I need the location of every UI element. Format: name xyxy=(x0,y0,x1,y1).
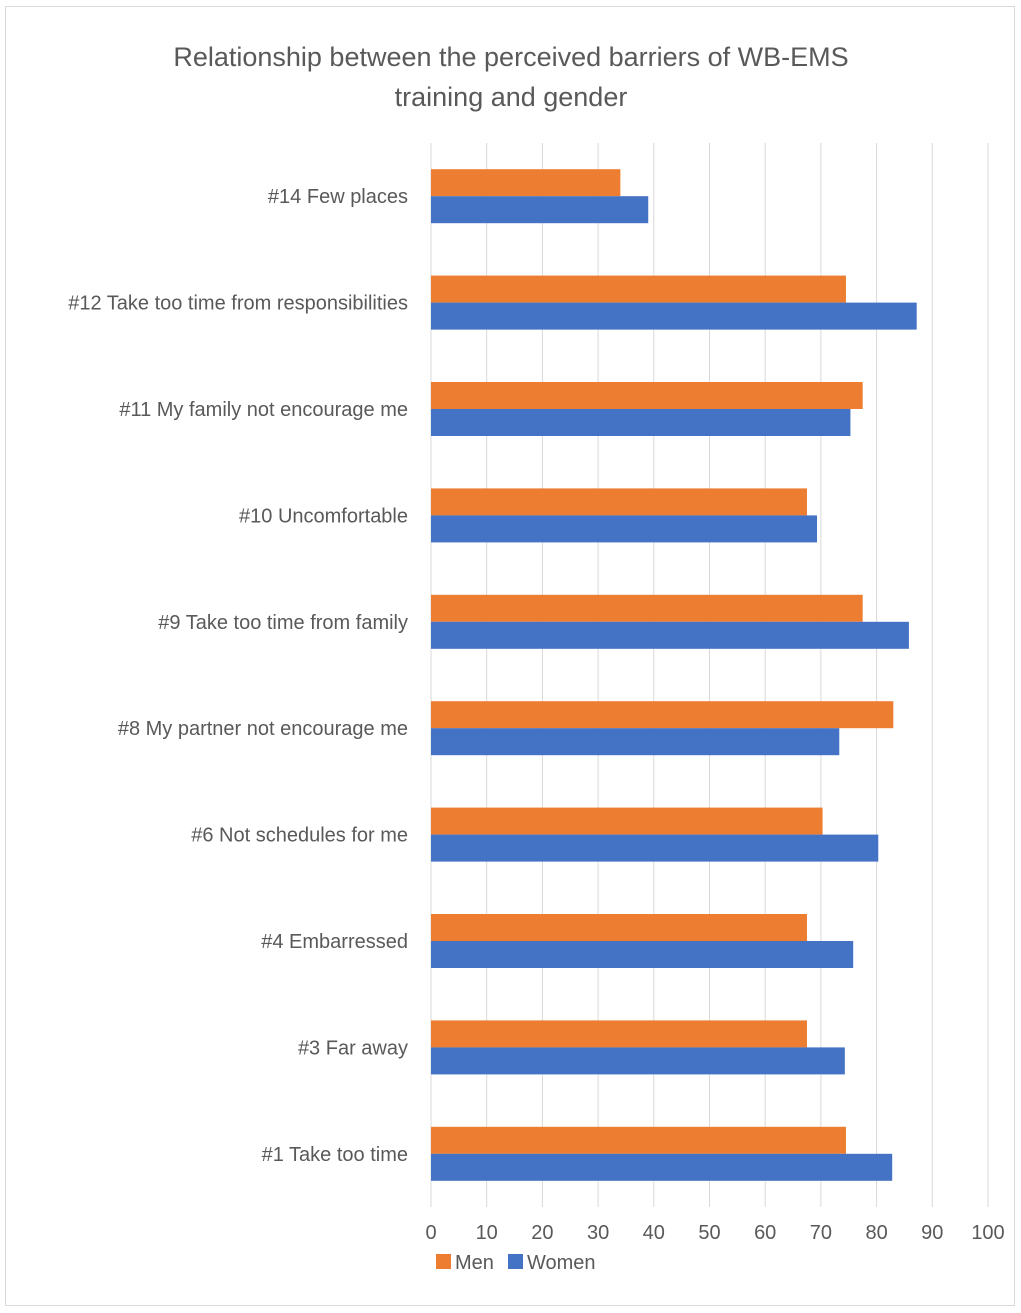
category-label-8: #3 Far away xyxy=(298,1037,408,1059)
bar-women-9 xyxy=(431,1153,893,1181)
bar-women-7 xyxy=(431,941,854,968)
x-tick-label-30: 30 xyxy=(587,1222,609,1244)
chart-title-line-1: Relationship between the perceived barri… xyxy=(173,42,849,72)
legend-label-women: Women xyxy=(527,1252,596,1274)
bars xyxy=(431,169,917,1181)
category-label-7: #4 Embarressed xyxy=(261,931,408,953)
bar-men-6 xyxy=(431,807,823,835)
x-tick-label-0: 0 xyxy=(425,1222,436,1244)
bar-women-6 xyxy=(431,834,879,862)
x-tick-label-100: 100 xyxy=(971,1222,1004,1244)
bar-women-1 xyxy=(431,302,917,330)
x-tick-label-20: 20 xyxy=(531,1222,553,1244)
x-tick-label-70: 70 xyxy=(810,1222,832,1244)
bar-women-2 xyxy=(431,409,851,436)
category-label-6: #6 Not schedules for me xyxy=(191,825,408,847)
bar-men-0 xyxy=(431,169,621,197)
x-tick-label-40: 40 xyxy=(643,1222,665,1244)
bar-men-8 xyxy=(431,1020,807,1048)
x-tick-label-90: 90 xyxy=(921,1222,943,1244)
x-tick-label-80: 80 xyxy=(865,1222,887,1244)
legend-label-men: Men xyxy=(455,1252,494,1274)
category-label-0: #14 Few places xyxy=(268,186,408,208)
bar-men-1 xyxy=(431,275,846,303)
x-tick-label-60: 60 xyxy=(754,1222,776,1244)
bar-men-9 xyxy=(431,1126,846,1154)
chart-title-line-2: training and gender xyxy=(394,82,628,112)
category-label-4: #9 Take too time from family xyxy=(158,612,408,634)
category-label-1: #12 Take too time from responsibilities xyxy=(68,293,408,315)
x-tick-label-10: 10 xyxy=(476,1222,498,1244)
category-label-9: #1 Take too time xyxy=(262,1144,408,1166)
category-label-3: #10 Uncomfortable xyxy=(239,505,408,527)
bar-men-3 xyxy=(431,488,807,516)
bar-women-3 xyxy=(431,515,818,543)
chart-frame: Relationship between the perceived barri… xyxy=(5,6,1015,1306)
x-axis-tick-labels: 0 10 20 30 40 50 60 70 80 90 100 xyxy=(425,1222,1004,1244)
bar-women-5 xyxy=(431,728,840,756)
bar-women-0 xyxy=(431,196,649,224)
chart-title: Relationship between the perceived barri… xyxy=(6,37,1016,117)
legend: Men Women xyxy=(436,1252,596,1274)
category-label-2: #11 My family not encourage me xyxy=(119,399,408,421)
bar-women-8 xyxy=(431,1047,845,1075)
bar-men-4 xyxy=(431,594,863,622)
legend-swatch-men xyxy=(436,1254,451,1269)
bar-men-5 xyxy=(431,701,894,729)
bar-chart: #14 Few places #12 Take too time from res… xyxy=(68,143,1005,1274)
x-tick-label-50: 50 xyxy=(698,1222,720,1244)
legend-swatch-women xyxy=(508,1254,523,1269)
bar-men-2 xyxy=(431,382,863,409)
bar-men-7 xyxy=(431,914,807,941)
bar-women-4 xyxy=(431,621,909,649)
category-label-5: #8 My partner not encourage me xyxy=(118,718,408,740)
category-labels: #14 Few places #12 Take too time from res… xyxy=(68,186,408,1166)
